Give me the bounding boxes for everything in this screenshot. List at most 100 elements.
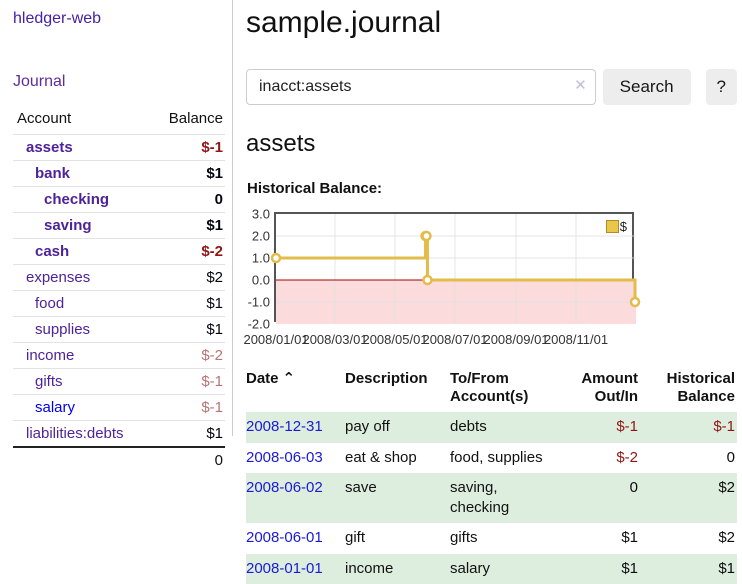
account-balance: $-1 <box>152 394 225 421</box>
sort-ascending-icon: ⌃ <box>282 369 296 387</box>
transaction-row[interactable]: 2008-01-01 income salary $1 $1 <box>246 553 737 584</box>
tofrom-accounts-cell: gifts <box>450 529 478 547</box>
account-balance: $1 <box>152 420 225 447</box>
account-row: expenses $2 <box>13 264 225 291</box>
amount-cell: $1 <box>621 559 638 577</box>
balance-cell: 0 <box>726 448 735 466</box>
amount-cell: $-2 <box>616 448 638 466</box>
data-point-marker <box>270 252 282 263</box>
account-balance: $1 <box>152 290 225 317</box>
sidebar-item-journal[interactable]: Journal <box>13 73 66 90</box>
register-table: Date ⌃ Description To/From Account(s) Amo… <box>246 367 737 584</box>
y-axis-tick-label: -2.0 <box>247 316 270 332</box>
description-cell: pay off <box>345 418 390 436</box>
accounts-total-value: 0 <box>152 446 225 473</box>
y-axis-tick-label: 0.0 <box>251 272 270 288</box>
account-heading: assets <box>246 130 316 157</box>
date-cell[interactable]: 2008-01-01 <box>246 554 345 584</box>
y-axis-tick-label: 1.0 <box>251 250 270 266</box>
account-link-bank[interactable]: bank <box>35 165 71 182</box>
account-link-saving[interactable]: saving <box>44 217 92 234</box>
description-cell: eat & shop <box>345 448 417 466</box>
account-balance: $-2 <box>152 238 225 265</box>
register-header-amount: Amount Out/In <box>581 369 638 406</box>
account-link-cash[interactable]: cash <box>35 243 70 260</box>
transaction-row[interactable]: 2008-06-03 eat & shop food, supplies $-2 0 <box>246 443 737 474</box>
account-balance: $1 <box>152 316 225 343</box>
account-link-food[interactable]: food <box>35 295 65 312</box>
register-header-tofrom: To/From Account(s) <box>450 369 529 406</box>
date-header-label: Date <box>246 369 279 387</box>
data-point-marker <box>422 274 433 285</box>
amount-cell: $1 <box>621 529 638 547</box>
balance-cell: $-1 <box>713 418 735 436</box>
app-title-link[interactable]: hledger-web <box>13 10 102 27</box>
transaction-date-link[interactable]: 2008-06-02 <box>246 479 323 497</box>
balance-cell: $1 <box>718 559 735 577</box>
y-axis-tick-label: 3.0 <box>251 206 270 222</box>
account-link-checking[interactable]: checking <box>44 191 110 208</box>
account-row: checking 0 <box>13 186 225 213</box>
main-content: sample.journal ✕ Search ? assets Histori… <box>243 0 737 584</box>
x-axis-tick-label: 2008/03/01 <box>302 331 368 347</box>
transaction-date-link[interactable]: 2008-12-31 <box>246 418 323 436</box>
account-link-income[interactable]: income <box>26 347 75 364</box>
register-header-description: Description <box>345 369 428 387</box>
account-row: assets $-1 <box>13 134 225 161</box>
transaction-date-link[interactable]: 2008-06-03 <box>246 448 323 466</box>
x-axis-tick-label: 2008/09/01 <box>483 331 549 347</box>
account-row: income $-2 <box>13 342 225 369</box>
account-link-liabilities-debts[interactable]: liabilities:debts <box>26 425 124 442</box>
date-cell[interactable]: 2008-06-01 <box>246 523 345 554</box>
account-row: bank $1 <box>13 160 225 187</box>
account-link-assets[interactable]: assets <box>26 139 73 156</box>
account-row: supplies $1 <box>13 316 225 343</box>
transaction-date-link[interactable]: 2008-06-01 <box>246 529 323 547</box>
chart-title: Historical Balance: <box>247 179 383 197</box>
tofrom-accounts-cell: salary <box>450 559 491 577</box>
account-row: salary $-1 <box>13 394 225 421</box>
historical-balance-chart: $ 3.0 2.0 1.0 0.0 -1.0 -2.0 2008/01/01 2008/03/… <box>243 206 737 353</box>
account-balance: $1 <box>152 212 225 239</box>
account-balance: $2 <box>152 264 225 291</box>
register-header-date[interactable]: Date ⌃ <box>246 367 345 413</box>
description-cell: gift <box>345 529 366 547</box>
date-cell[interactable]: 2008-06-02 <box>246 473 345 523</box>
tofrom-accounts-cell: saving, checking <box>450 479 510 516</box>
account-balance: $-1 <box>152 134 225 161</box>
account-balance: $-2 <box>152 342 225 369</box>
account-link-salary[interactable]: salary <box>35 399 76 416</box>
clear-search-icon[interactable]: ✕ <box>574 77 587 94</box>
search-box: ✕ <box>246 69 596 105</box>
account-link-expenses[interactable]: expenses <box>26 269 91 286</box>
accounts-total-row: 0 <box>13 446 225 473</box>
description-cell: save <box>345 479 377 497</box>
account-row: liabilities:debts $1 <box>13 420 225 447</box>
account-link-gifts[interactable]: gifts <box>35 373 63 390</box>
transaction-row[interactable]: 2008-06-02 save saving, checking 0 $2 <box>246 473 737 524</box>
accounts-balance-table: Account Balance assets $-1 bank $1 checking 0… <box>13 108 225 473</box>
x-axis-tick-label: 2008/01/01 <box>243 331 309 347</box>
account-balance: 0 <box>152 186 225 213</box>
account-link-supplies[interactable]: supplies <box>35 321 91 338</box>
account-row: saving $1 <box>13 212 225 239</box>
balance-cell: $2 <box>718 479 735 497</box>
tofrom-accounts-cell: food, supplies <box>450 448 543 466</box>
account-row: cash $-2 <box>13 238 225 265</box>
transaction-date-link[interactable]: 2008-01-01 <box>246 559 323 577</box>
date-cell[interactable]: 2008-06-03 <box>246 443 345 474</box>
y-axis-tick-label: -1.0 <box>247 294 270 310</box>
y-axis-tick-label: 2.0 <box>251 228 270 244</box>
amount-cell: 0 <box>629 479 638 497</box>
legend-swatch-icon <box>605 219 619 233</box>
date-cell[interactable]: 2008-12-31 <box>246 412 345 443</box>
balance-cell: $2 <box>718 529 735 547</box>
page-title: sample.journal <box>246 6 442 39</box>
search-input[interactable] <box>246 69 596 105</box>
transaction-row[interactable]: 2008-12-31 pay off debts $-1 $-1 <box>246 412 737 443</box>
data-point-marker <box>629 296 641 307</box>
x-axis-tick-label: 2008/11/01 <box>543 331 609 347</box>
help-button[interactable]: ? <box>705 69 737 105</box>
search-button[interactable]: Search <box>602 69 691 105</box>
transaction-row[interactable]: 2008-06-01 gift gifts $1 $2 <box>246 523 737 554</box>
